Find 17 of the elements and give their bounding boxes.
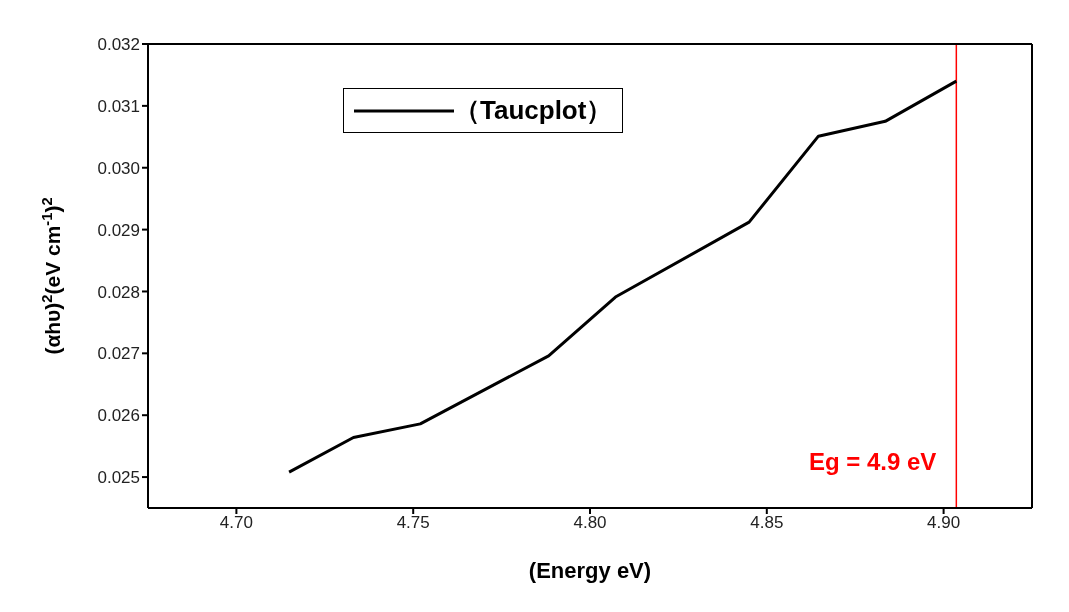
y-tick-label: 0.030 (97, 158, 140, 178)
y-tick-label: 0.029 (97, 220, 140, 240)
y-tick-label: 0.028 (97, 282, 140, 302)
x-tick-label: 4.70 (219, 513, 253, 533)
x-tick-label: 4.85 (750, 513, 784, 533)
x-tick-label: 4.75 (396, 513, 430, 533)
legend-label: （Taucplot） (454, 94, 613, 127)
y-tick-label: 0.025 (97, 468, 140, 488)
x-axis-title: (Energy eV) (528, 558, 652, 583)
x-tick-label: 4.90 (927, 513, 961, 533)
line-series (287, 79, 958, 474)
ref-line-label: Eg = 4.9 eV (808, 448, 937, 475)
y-tick-label: 0.027 (97, 344, 140, 364)
x-tick-label: 4.80 (573, 513, 607, 533)
y-tick-label: 0.031 (97, 96, 140, 116)
y-tick-label: 0.026 (97, 406, 140, 426)
y-tick-label: 0.032 (97, 35, 140, 55)
